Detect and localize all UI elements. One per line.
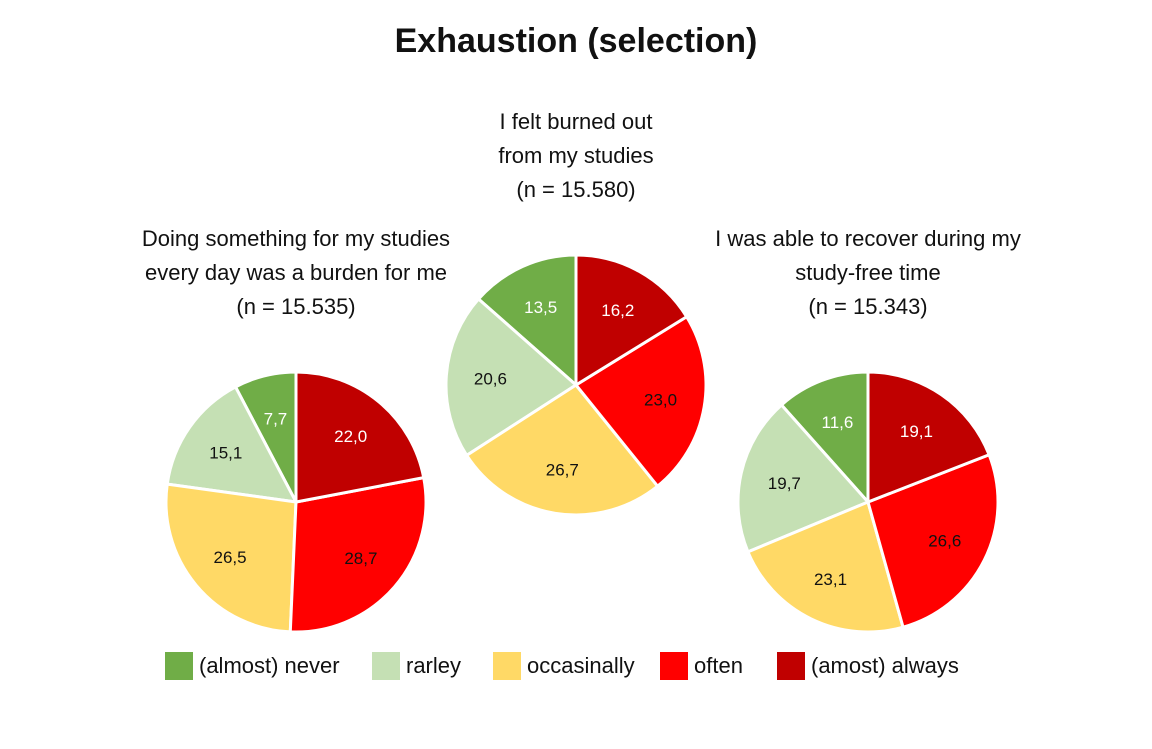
pie-3-label-almost-never: 11,6	[822, 413, 854, 432]
pie-1-slice-often	[288, 476, 428, 634]
legend-item-rarley: rarley	[372, 652, 461, 680]
pie-2: 13,5 20,6 26,7 23,0 16,2	[444, 253, 708, 517]
pie-3-label-often: 26,6	[928, 531, 961, 550]
pie-2-slice-often	[574, 315, 708, 488]
legend-item-occasinally: occasinally	[493, 652, 635, 680]
pie-3-label-rarley: 19,7	[768, 474, 801, 493]
pie-1-label-almost-never: 7,7	[264, 410, 288, 429]
pie-2-title-line-1: I felt burned out	[499, 109, 653, 134]
legend-swatch-often	[660, 652, 688, 680]
pie-1-slice-almost-always	[294, 370, 426, 504]
pie-2-label-almost-never: 13,5	[524, 298, 557, 317]
pie-3-slice-occasinally	[746, 500, 905, 634]
legend-item-almost-always: (amost) always	[777, 652, 959, 680]
pie-3-label-almost-always: 19,1	[900, 422, 933, 441]
pie-1-title-line-3: (n = 15.535)	[236, 294, 356, 319]
legend-label-almost-never: (almost) never	[199, 653, 340, 678]
pie-3-title-line-3: (n = 15.343)	[808, 294, 928, 319]
pie-3: 11,6 19,7 23,1 26,6 19,1	[736, 370, 1000, 634]
pie-2-label-almost-always: 16,2	[601, 301, 634, 320]
pie-2-slice-almost-always	[574, 253, 689, 387]
pie-2-slice-rarley	[444, 297, 578, 457]
legend-label-often: often	[694, 653, 743, 678]
legend-item-often: often	[660, 652, 743, 680]
pie-1-title-line-1: Doing something for my studies	[141, 226, 451, 251]
pie-3-slice-often	[866, 453, 1000, 629]
pie-1-label-almost-always: 22,0	[334, 427, 367, 446]
pie-2-title: I felt burned out from my studies (n = 1…	[386, 105, 766, 207]
chart-title: Exhaustion (selection)	[394, 22, 758, 60]
pie-2-label-often: 23,0	[644, 390, 677, 409]
legend-swatch-almost-never	[165, 652, 193, 680]
pie-2-label-occasinally: 26,7	[546, 461, 579, 480]
pie-1: 7,7 15,1 26,5 28,7 22,0	[164, 370, 428, 634]
legend-item-almost-never: (almost) never	[165, 652, 340, 680]
legend-swatch-rarley	[372, 652, 400, 680]
pie-3-label-occasinally: 23,1	[814, 570, 847, 589]
pie-2-label-rarley: 20,6	[474, 370, 507, 389]
legend-swatch-almost-always	[777, 652, 805, 680]
pie-1-slice-occasinally	[164, 482, 298, 634]
pie-2-title-line-2: from my studies	[498, 143, 654, 168]
pie-1-label-often: 28,7	[344, 549, 377, 568]
pie-2-title-line-3: (n = 15.580)	[516, 177, 636, 202]
legend-swatch-occasinally	[493, 652, 521, 680]
pie-3-title-line-1: I was able to recover during my	[715, 226, 1021, 251]
pie-3-title-line-2: study-free time	[795, 260, 941, 285]
pie-3-title: I was able to recover during my study-fr…	[678, 222, 1058, 324]
pie-1-label-rarley: 15,1	[209, 444, 242, 463]
pie-1-slice-rarley	[165, 385, 298, 504]
pie-3-slice-almost-always	[866, 370, 991, 504]
pie-3-slice-almost-never	[779, 370, 870, 504]
pie-1-label-occasinally: 26,5	[214, 548, 247, 567]
legend-label-occasinally: occasinally	[527, 653, 635, 678]
legend-label-almost-always: (amost) always	[811, 653, 959, 678]
pie-1-title-line-2: every day was a burden for me	[144, 260, 448, 285]
legend-label-rarley: rarley	[406, 653, 462, 678]
pie-1-title: Doing something for my studies every day…	[106, 222, 486, 324]
pie-2-slice-occasinally	[465, 383, 660, 517]
pie-2-slice-almost-never	[476, 253, 578, 387]
